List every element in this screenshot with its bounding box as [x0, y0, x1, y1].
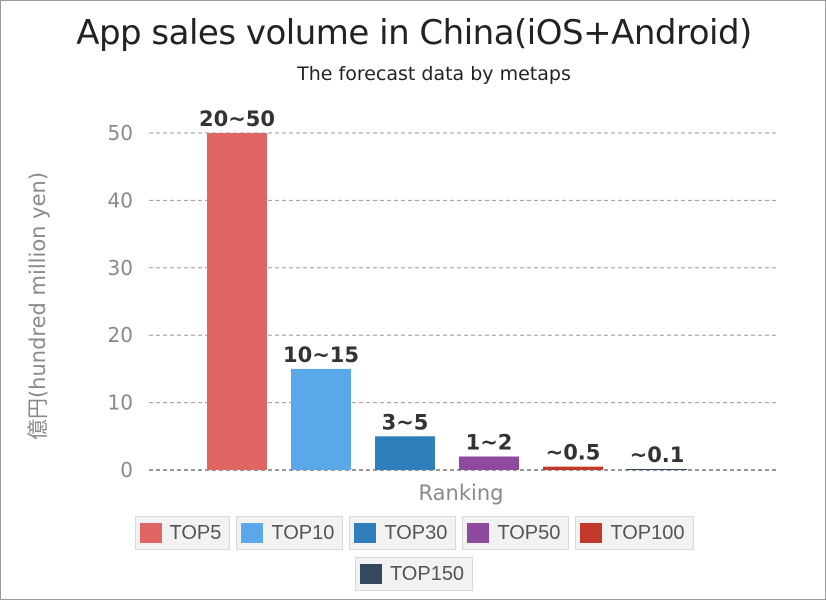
chart-title: App sales volume in China(iOS+Android) — [76, 13, 752, 53]
y-tick-label: 50 — [108, 121, 133, 145]
legend: TOP5 TOP10 TOP30 TOP50 TOP100 TOP150 — [1, 516, 826, 598]
legend-row: TOP5 TOP10 TOP30 TOP50 TOP100 — [1, 516, 826, 550]
y-tick-label: 10 — [108, 391, 133, 415]
x-axis-label: Ranking — [418, 481, 504, 505]
bar-top30 — [375, 436, 435, 470]
legend-label: TOP50 — [497, 521, 561, 544]
data-label: 1~2 — [466, 431, 513, 455]
bar-top50 — [459, 456, 519, 470]
legend-item-top5[interactable]: TOP5 — [134, 516, 231, 550]
legend-item-top100[interactable]: TOP100 — [575, 516, 694, 550]
legend-item-top150[interactable]: TOP150 — [354, 557, 474, 591]
legend-item-top50[interactable]: TOP50 — [462, 516, 570, 550]
data-label: ~0.1 — [630, 443, 685, 467]
legend-label: TOP10 — [271, 521, 335, 544]
legend-row: TOP150 — [1, 557, 826, 591]
data-label: 10~15 — [283, 343, 359, 367]
legend-item-top10[interactable]: TOP10 — [236, 516, 344, 550]
y-tick-label: 20 — [108, 323, 133, 347]
chart-subtitle: The forecast data by metaps — [297, 63, 571, 85]
bar-top5 — [207, 133, 267, 470]
y-tick-label: 30 — [108, 256, 133, 280]
legend-swatch — [359, 564, 382, 584]
legend-swatch — [467, 523, 490, 543]
legend-swatch — [139, 523, 162, 543]
bar-top10 — [291, 368, 351, 470]
legend-label: TOP150 — [389, 562, 465, 585]
legend-label: TOP100 — [610, 521, 685, 544]
legend-label: TOP30 — [384, 521, 448, 544]
data-label: ~0.5 — [546, 441, 601, 465]
legend-swatch — [354, 523, 377, 543]
bar-top150 — [627, 469, 687, 470]
legend-swatch — [241, 523, 264, 543]
y-tick-label: 0 — [120, 458, 133, 482]
y-tick-label: 40 — [108, 188, 133, 212]
data-label: 3~5 — [382, 410, 429, 434]
legend-swatch — [580, 523, 603, 543]
legend-item-top30[interactable]: TOP30 — [349, 516, 457, 550]
data-label: 20~50 — [199, 107, 275, 131]
bar-chart: 0 10 20 30 40 50 20~50 10~15 3~5 1~2 ~0.5 ~0.1 — [108, 107, 777, 482]
bar-top100 — [543, 466, 603, 470]
legend-label: TOP5 — [169, 521, 222, 544]
